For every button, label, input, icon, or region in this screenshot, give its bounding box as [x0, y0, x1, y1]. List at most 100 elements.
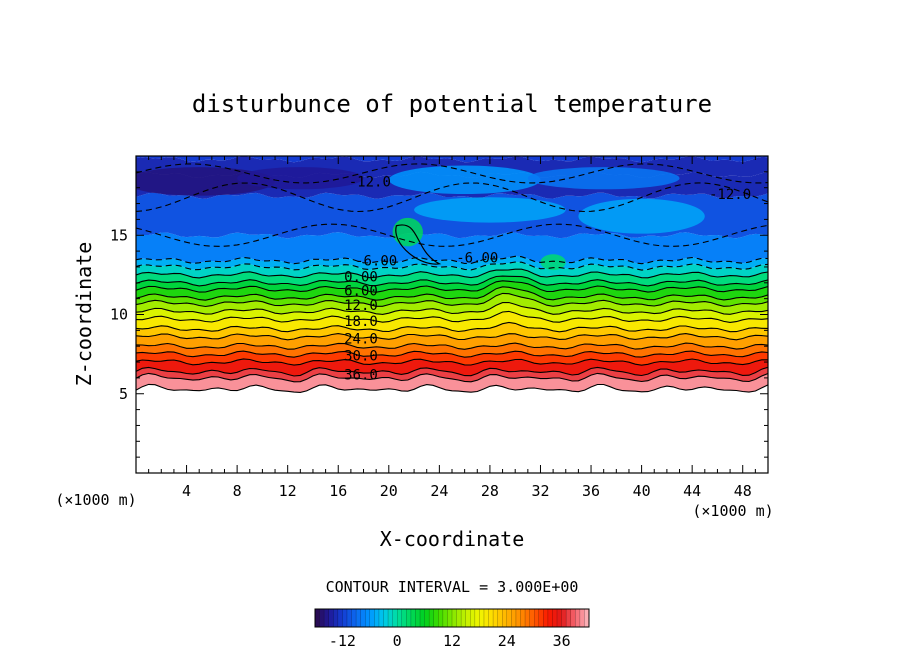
- contour-lines: [136, 163, 768, 393]
- contour-line: [136, 350, 768, 358]
- colorbar-tick-label: 24: [498, 632, 516, 650]
- temperature-band: [136, 293, 768, 315]
- x-tick-label: 48: [734, 482, 752, 500]
- colorbar-cell: [488, 609, 494, 627]
- x-unit-label-right: (×1000 m): [692, 502, 773, 520]
- colorbar-cell: [438, 609, 444, 627]
- x-unit-label-left: (×1000 m): [55, 491, 136, 509]
- colorbar-cell: [497, 609, 503, 627]
- contour-label: -12.0: [709, 187, 751, 203]
- temperature-band: [136, 262, 768, 278]
- contour-labels: -12.0-12.0-6.00 -6.000.006.0012.018.024.0…: [344, 174, 751, 383]
- colorbar-cell: [337, 609, 343, 627]
- colorbar-cell: [566, 609, 572, 627]
- contour-line-upper: [136, 163, 768, 184]
- colorbar-cell: [401, 609, 407, 627]
- colorbar-tick-label: 0: [393, 632, 402, 650]
- x-tick-label: 32: [531, 482, 549, 500]
- colorbar-cell: [483, 609, 489, 627]
- contour-line: [136, 310, 768, 323]
- disturbance-patch: [392, 217, 423, 247]
- contour-label: -12.0: [349, 174, 391, 190]
- contour-interval-label: CONTOUR INTERVAL = 3.000E+00: [326, 578, 579, 596]
- contour-line: [136, 292, 768, 308]
- colorbar-cell: [470, 609, 476, 627]
- disturbance-patch: [136, 167, 276, 196]
- colorbar-cell: [534, 609, 540, 627]
- y-tick-label: 5: [119, 385, 128, 403]
- contour-label: 36.0: [344, 368, 378, 384]
- colorbar-cell: [369, 609, 375, 627]
- temperature-band: [136, 269, 768, 286]
- colorbar-cell: [511, 609, 517, 627]
- colorbar-cell: [461, 609, 466, 627]
- colorbar-cell: [515, 609, 521, 627]
- contour-line: [136, 342, 768, 350]
- contour-label: -6.00: [355, 254, 397, 270]
- colorbar-cell: [502, 609, 508, 627]
- colorbar-cell: [420, 609, 425, 627]
- temperature-band: [136, 333, 768, 350]
- colorbar-cell: [529, 609, 535, 627]
- colorbar-cell: [561, 609, 567, 627]
- colorbar-tick-label: -12: [329, 632, 356, 650]
- contour-line: [136, 286, 768, 301]
- x-axis-title: X-coordinate: [380, 527, 525, 551]
- colorbar-cell: [319, 609, 325, 627]
- temperature-band: [136, 358, 768, 376]
- colorbar-cell: [506, 609, 512, 627]
- temperature-band: [136, 367, 768, 382]
- y-axis-title: Z-coordinate: [72, 242, 96, 387]
- colorbar-cell: [493, 609, 498, 627]
- contour-label: 0.00: [344, 269, 378, 285]
- colorbar-cell: [579, 609, 585, 627]
- contour-line: [136, 255, 768, 265]
- colorbar-cell: [392, 609, 398, 627]
- colorbar-cell: [360, 609, 366, 627]
- temperature-band: [136, 373, 768, 393]
- colorbar-cell: [429, 609, 435, 627]
- colorbar-frame: [314, 608, 590, 628]
- contour-line: [136, 301, 768, 315]
- x-tick-label: 16: [329, 482, 347, 500]
- x-tick-label: 24: [430, 482, 448, 500]
- contour-line: [136, 261, 768, 271]
- chart-title: disturbunce of potential temperature: [192, 90, 712, 118]
- x-tick-label: 8: [233, 482, 242, 500]
- colorbar-cell: [424, 609, 430, 627]
- temperature-band: [136, 302, 768, 323]
- x-tick-label: 20: [380, 482, 398, 500]
- contour-label: 24.0: [344, 331, 378, 347]
- temperature-band-top: [136, 156, 768, 163]
- contour-label: -6.00: [456, 250, 498, 266]
- disturbance-patch: [414, 197, 566, 223]
- contour-line: [136, 358, 768, 366]
- disturbance-patch: [388, 165, 541, 195]
- temperature-band: [136, 343, 768, 358]
- colorbar-cell: [479, 609, 485, 627]
- colorbar-cell: [547, 609, 553, 627]
- colorbar-cell: [333, 609, 339, 627]
- contour-loop: [395, 224, 442, 265]
- colorbar-cell: [324, 609, 329, 627]
- colorbar-cell: [346, 609, 352, 627]
- x-tick-label: 36: [582, 482, 600, 500]
- colorbar-tick-label: 36: [553, 632, 571, 650]
- colorbar-cell: [415, 609, 421, 627]
- colorbar-cell: [584, 609, 589, 627]
- colorbar-cell: [342, 609, 348, 627]
- contour-line: [136, 366, 768, 377]
- colorbar-cell: [374, 609, 380, 627]
- contour-line: [136, 280, 768, 293]
- contour-label: 30.0: [344, 349, 378, 365]
- y-tick-label: 10: [110, 306, 128, 324]
- disturbance-patch: [527, 167, 680, 190]
- contour-line: [136, 372, 768, 383]
- colorbar-cells: [315, 609, 589, 627]
- contour-label: 6.00: [344, 284, 378, 300]
- upper-disturbance-patches: [136, 165, 705, 271]
- disturbance-patch: [540, 254, 566, 271]
- colorbar-cell: [388, 609, 393, 627]
- contour-label: 18.0: [344, 314, 378, 330]
